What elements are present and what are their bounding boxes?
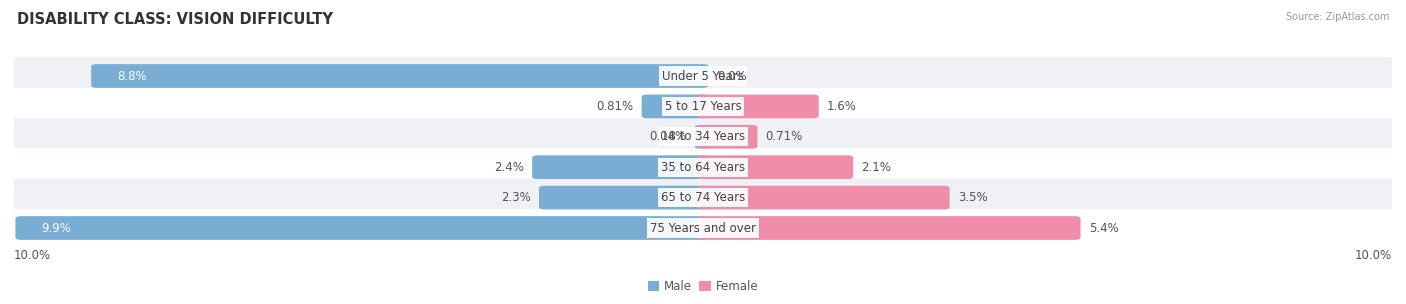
FancyBboxPatch shape [697, 155, 853, 179]
Text: 0.04%: 0.04% [650, 130, 686, 143]
FancyBboxPatch shape [6, 209, 1400, 247]
FancyBboxPatch shape [91, 64, 709, 88]
Text: 5.4%: 5.4% [1088, 222, 1119, 234]
Text: Under 5 Years: Under 5 Years [662, 70, 744, 82]
Text: 0.71%: 0.71% [766, 130, 803, 143]
Text: 65 to 74 Years: 65 to 74 Years [661, 191, 745, 204]
Text: Source: ZipAtlas.com: Source: ZipAtlas.com [1285, 12, 1389, 22]
Text: 10.0%: 10.0% [14, 249, 51, 262]
FancyBboxPatch shape [531, 155, 709, 179]
Text: 2.3%: 2.3% [501, 191, 531, 204]
Text: 3.5%: 3.5% [957, 191, 987, 204]
Text: 0.0%: 0.0% [717, 70, 747, 82]
FancyBboxPatch shape [6, 148, 1400, 186]
Text: 35 to 64 Years: 35 to 64 Years [661, 161, 745, 174]
FancyBboxPatch shape [6, 88, 1400, 125]
Legend: Male, Female: Male, Female [643, 275, 763, 298]
FancyBboxPatch shape [6, 118, 1400, 156]
FancyBboxPatch shape [6, 57, 1400, 95]
FancyBboxPatch shape [538, 186, 709, 209]
Text: 10.0%: 10.0% [1355, 249, 1392, 262]
Text: 2.1%: 2.1% [862, 161, 891, 174]
FancyBboxPatch shape [697, 216, 1081, 240]
FancyBboxPatch shape [697, 186, 949, 209]
FancyBboxPatch shape [695, 125, 709, 149]
Text: 5 to 17 Years: 5 to 17 Years [665, 100, 741, 113]
FancyBboxPatch shape [6, 179, 1400, 216]
Text: 1.6%: 1.6% [827, 100, 856, 113]
FancyBboxPatch shape [15, 216, 709, 240]
Text: 18 to 34 Years: 18 to 34 Years [661, 130, 745, 143]
FancyBboxPatch shape [641, 95, 709, 118]
Text: 75 Years and over: 75 Years and over [650, 222, 756, 234]
Text: 2.4%: 2.4% [494, 161, 524, 174]
Text: 8.8%: 8.8% [117, 70, 148, 82]
FancyBboxPatch shape [697, 125, 758, 149]
Text: 9.9%: 9.9% [42, 222, 72, 234]
FancyBboxPatch shape [697, 95, 818, 118]
Text: DISABILITY CLASS: VISION DIFFICULTY: DISABILITY CLASS: VISION DIFFICULTY [17, 12, 333, 27]
Text: 0.81%: 0.81% [596, 100, 634, 113]
